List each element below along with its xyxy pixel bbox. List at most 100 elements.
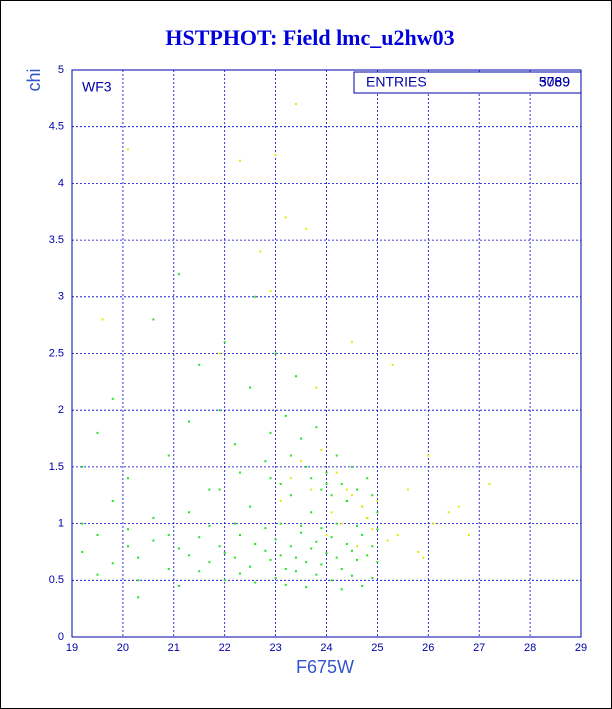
point [361,584,364,587]
x-tick-label: 20 [117,642,129,654]
point [188,420,191,423]
point [167,567,170,570]
point [356,545,359,548]
point [167,454,170,457]
point [96,573,99,576]
point [350,549,353,552]
panel-label: WF3 [82,79,112,95]
point [300,437,303,440]
point [335,454,338,457]
point [177,547,180,550]
point [152,516,155,519]
point [376,528,379,531]
point [198,570,201,573]
point [340,567,343,570]
point [366,477,369,480]
point [208,561,211,564]
point [254,543,257,546]
point [274,352,277,355]
point [325,471,328,474]
point [233,556,236,559]
point [371,528,374,531]
y-tick-label: 0.5 [49,574,64,586]
point [315,573,318,576]
point [294,556,297,559]
point [264,549,267,552]
point [81,522,84,525]
point [96,533,99,536]
plot-frame [71,69,582,638]
point [81,550,84,553]
point [340,588,343,591]
y-tick-label: 2.5 [49,347,64,359]
stats-label: ENTRIES [366,74,427,90]
point [294,375,297,378]
point [81,465,84,468]
point [269,431,272,434]
point [111,562,114,565]
point [325,533,328,536]
point [350,341,353,344]
x-tick-label: 19 [66,642,78,654]
point [218,409,221,412]
y-tick-label: 3 [58,291,64,303]
point [126,545,129,548]
y-tick-label: 4.5 [49,121,64,133]
stats-value: 5069 [539,74,570,90]
y-tick-label: 4 [58,177,64,189]
point [350,574,353,577]
point [238,471,241,474]
point [310,477,313,480]
point [152,539,155,542]
point [167,533,170,536]
point [177,273,180,276]
point [274,577,277,580]
x-tick-label: 26 [422,642,434,654]
x-tick-label: 21 [168,642,180,654]
point [137,596,140,599]
point [366,516,369,519]
point [249,565,252,568]
point [137,556,140,559]
point [376,499,379,502]
point [254,581,257,584]
x-tick-label: 28 [524,642,536,654]
point [310,488,313,491]
point [274,538,277,541]
point [218,488,221,491]
point [335,556,338,559]
point [284,583,287,586]
point [325,482,328,485]
stats-box [353,71,582,94]
point [284,567,287,570]
x-tick-label: 22 [219,642,231,654]
point [289,454,292,457]
point [320,527,323,530]
point [111,397,114,400]
point [223,579,226,582]
point [340,522,343,525]
point [305,465,308,468]
point [279,554,282,557]
point [325,552,328,555]
point [427,454,430,457]
x-tick-label: 23 [269,642,281,654]
point [396,533,399,536]
y-tick-label: 2 [58,404,64,416]
point [289,545,292,548]
point [356,524,359,527]
point [101,318,104,321]
point [233,443,236,446]
point [315,386,318,389]
point [188,554,191,557]
point [126,477,129,480]
point [350,465,353,468]
point [422,556,425,559]
point [249,386,252,389]
point [320,563,323,566]
y-tick-label: 3.5 [49,234,64,246]
point [468,533,471,536]
point [371,577,374,580]
point [315,426,318,429]
